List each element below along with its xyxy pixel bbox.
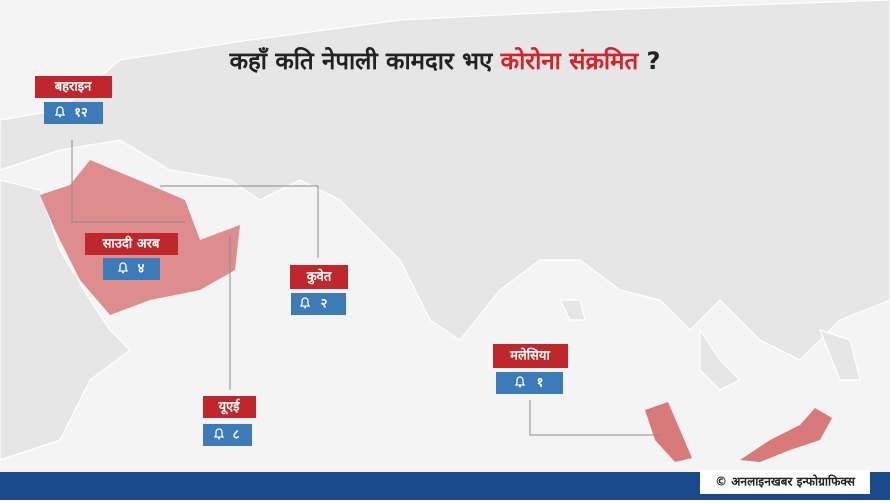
title-part: कहाँ कति नेपाली कामदार भए <box>229 47 494 75</box>
country-label-box <box>493 344 568 368</box>
count: २ <box>321 297 328 312</box>
country-label-box <box>203 396 256 418</box>
count-box <box>203 424 252 446</box>
leader-line <box>160 185 319 258</box>
title: कहाँ कति नेपाली कामदार भए कोरोना संक्रमि… <box>229 47 661 75</box>
count: ४ <box>138 262 145 277</box>
country-name: मलेसिया <box>509 348 550 364</box>
count-box <box>291 293 346 315</box>
country-label-box <box>35 76 112 98</box>
leader-line <box>529 400 660 436</box>
count: १२ <box>74 106 88 121</box>
country-label-box <box>85 233 178 255</box>
credit-box <box>700 470 870 494</box>
country-label-box <box>290 265 348 289</box>
country-name: यूएई <box>217 399 240 415</box>
title-highlight: कोरोना संक्रमित <box>500 47 640 75</box>
count: ८ <box>233 428 240 443</box>
country-name: साउदी अरब <box>102 236 160 252</box>
malaysia-borneo <box>740 408 832 462</box>
count-box <box>103 258 160 280</box>
title-part: ? <box>647 47 661 75</box>
malaysia-peninsula <box>645 402 692 462</box>
count-box <box>496 372 563 394</box>
country-name: कुवेत <box>306 269 332 285</box>
country-name: बहराइन <box>54 80 92 95</box>
count: १ <box>537 376 544 391</box>
land <box>0 0 890 461</box>
leader-line <box>71 140 185 223</box>
credit: © अनलाइनखबर इन्फोग्राफिक्स <box>715 475 856 489</box>
